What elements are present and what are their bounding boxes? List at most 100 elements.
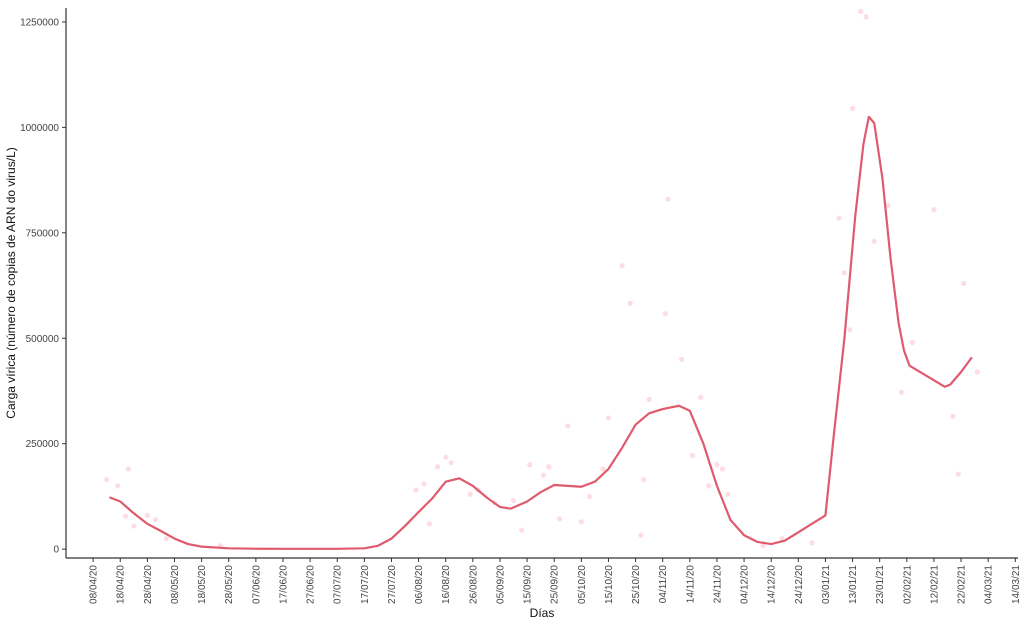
data-point (131, 523, 137, 529)
x-tick-label: 17/07/20 (360, 565, 371, 604)
data-point (961, 280, 967, 287)
data-point (600, 466, 606, 472)
data-point (955, 471, 961, 477)
x-tick-label: 14/12/20 (767, 565, 778, 604)
data-point (885, 202, 891, 208)
data-point (725, 491, 731, 497)
data-point (421, 481, 427, 487)
data-point (586, 493, 593, 500)
x-tick-label: 27/07/20 (387, 565, 398, 604)
x-tick-label: 25/09/20 (550, 565, 561, 604)
x-tick-label: 18/04/20 (116, 565, 127, 604)
y-axis-title: Carga vírica (número de copias de ARN do… (4, 147, 18, 418)
y-tick-label: 250000 (26, 439, 60, 450)
x-tick-label: 14/11/20 (685, 565, 696, 604)
data-point (163, 535, 169, 542)
data-point (448, 460, 454, 466)
x-tick-label: 15/09/20 (523, 565, 534, 604)
data-point (706, 483, 712, 489)
x-tick-label: 08/04/20 (89, 565, 100, 604)
trend-line (109, 115, 973, 550)
x-tick-label: 13/01/21 (848, 565, 859, 604)
x-tick-label: 28/04/20 (143, 565, 154, 604)
data-point (104, 476, 110, 483)
data-point (565, 423, 571, 429)
data-point (443, 454, 449, 460)
data-point (125, 466, 131, 472)
x-tick-label: 02/02/21 (902, 565, 913, 604)
data-point (426, 521, 433, 527)
data-point (847, 327, 853, 333)
x-tick-label: 12/02/21 (929, 565, 940, 604)
data-point (689, 452, 696, 459)
data-point (898, 389, 904, 395)
data-point (413, 487, 419, 493)
x-tick-label: 16/08/20 (441, 565, 452, 604)
data-point (510, 498, 517, 504)
x-tick-label: 28/05/20 (224, 565, 235, 604)
data-point (760, 543, 766, 549)
data-point (467, 491, 473, 497)
data-point (619, 263, 625, 269)
data-point (578, 519, 584, 525)
data-point (638, 532, 644, 538)
y-tick-label: 0 (53, 545, 59, 556)
data-point (605, 415, 612, 421)
x-tick-label: 24/12/20 (794, 565, 805, 604)
data-point (909, 339, 915, 346)
data-point (714, 462, 720, 468)
data-point (931, 207, 937, 213)
data-point (519, 527, 525, 533)
data-point (779, 535, 785, 542)
x-tick-label: 27/06/20 (306, 565, 317, 604)
data-point (546, 464, 552, 470)
x-tick-label: 04/11/20 (658, 565, 669, 604)
x-tick-label: 17/06/20 (278, 565, 289, 604)
x-tick-label: 08/05/20 (170, 565, 181, 604)
x-tick-label: 25/10/20 (631, 565, 642, 604)
y-tick-label: 1250000 (20, 17, 59, 28)
x-tick-label: 05/09/20 (495, 565, 506, 604)
x-tick-label: 18/05/20 (197, 565, 208, 604)
data-point (858, 8, 864, 14)
y-tick-label: 750000 (26, 228, 60, 239)
data-point (144, 512, 150, 519)
data-point (863, 14, 869, 20)
x-tick-label: 06/08/20 (414, 565, 425, 604)
data-point (849, 105, 856, 111)
data-point (114, 483, 121, 489)
data-point (557, 516, 563, 522)
x-tick-label: 03/01/21 (821, 565, 832, 604)
data-point (540, 472, 546, 478)
data-point (841, 270, 848, 276)
x-tick-label: 26/08/20 (468, 565, 479, 604)
data-point (627, 300, 633, 306)
x-tick-label: 15/10/20 (604, 565, 615, 604)
x-tick-label: 23/01/21 (875, 565, 886, 604)
data-point (434, 464, 441, 470)
data-point (836, 215, 842, 221)
x-tick-label: 22/02/21 (957, 565, 968, 604)
data-point (871, 238, 877, 244)
data-point (662, 311, 669, 317)
data-point (641, 476, 647, 483)
x-tick-label: 24/11/20 (712, 565, 723, 604)
x-tick-label: 07/06/20 (251, 565, 262, 604)
data-point (665, 196, 671, 202)
data-point (123, 513, 129, 519)
data-point (679, 356, 685, 362)
x-tick-label: 07/07/20 (333, 565, 344, 604)
y-tick-label: 500000 (26, 334, 60, 345)
x-axis-title: Días (530, 606, 555, 620)
data-point (646, 396, 652, 403)
x-tick-label: 14/03/21 (1011, 565, 1022, 604)
data-point (809, 540, 815, 546)
data-point (950, 413, 956, 419)
data-point (719, 466, 725, 472)
data-point (974, 369, 980, 375)
y-tick-label: 1000000 (20, 123, 59, 134)
data-point (698, 394, 704, 400)
data-point (527, 462, 533, 468)
x-tick-label: 04/12/20 (740, 565, 751, 604)
